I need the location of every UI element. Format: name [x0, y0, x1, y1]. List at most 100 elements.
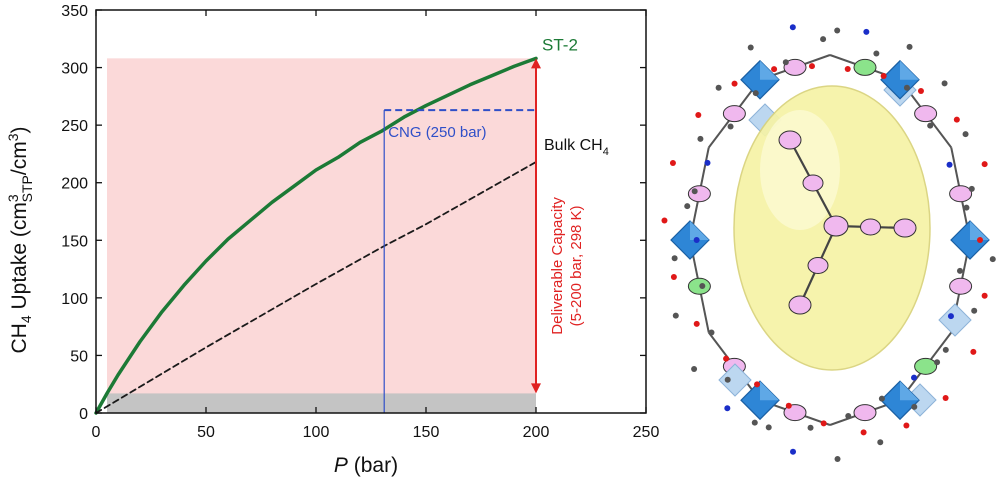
linker-ring	[783, 58, 807, 76]
atom	[981, 292, 988, 299]
atom	[724, 376, 731, 383]
atom	[927, 122, 934, 129]
capacity-label-line2: (5-200 bar, 298 K)	[568, 205, 585, 326]
x-tick-label: 250	[633, 424, 660, 441]
mof-structure-illustration	[661, 24, 996, 462]
linker-ring	[860, 218, 881, 236]
atom	[834, 27, 841, 34]
series-label-st2: ST-2	[542, 35, 578, 54]
atom	[873, 50, 880, 57]
series-label-bulk-main: Bulk CH	[544, 137, 603, 154]
atom	[911, 374, 918, 381]
cluster-facet	[970, 221, 989, 240]
y-title-sup-c: 3	[5, 133, 21, 141]
capacity-label-line1: Deliverable Capacity	[549, 197, 566, 335]
cluster-polyhedron-back	[718, 363, 752, 397]
x-tick-label: 200	[523, 424, 550, 441]
linker-ring	[687, 185, 711, 203]
atom	[691, 366, 698, 373]
atom	[844, 65, 851, 72]
x-axis-title: P (bar)	[334, 454, 398, 477]
atom	[708, 329, 715, 336]
atom	[672, 312, 679, 319]
x-tick-label: 100	[303, 424, 330, 441]
atom	[789, 24, 796, 31]
atom	[670, 274, 677, 281]
linker-ring	[853, 404, 877, 422]
x-tick-label: 150	[413, 424, 440, 441]
y-title-sup-b: 3	[5, 194, 21, 202]
atom	[765, 424, 772, 431]
atom	[968, 185, 975, 192]
atom	[860, 429, 867, 436]
atom	[947, 313, 954, 320]
y-tick-label: 350	[61, 3, 88, 20]
atom	[771, 66, 778, 73]
atom	[697, 135, 704, 142]
atom	[946, 161, 953, 168]
deliverable-region	[107, 58, 536, 414]
atom	[977, 237, 983, 243]
cluster-facet	[760, 381, 779, 401]
series-label-bulk-sub: 4	[603, 146, 609, 158]
atom	[903, 422, 910, 429]
y-tick-label: 300	[61, 61, 88, 78]
cluster-facet	[900, 381, 919, 401]
atom	[906, 43, 913, 50]
y-title-part-c: /cm	[8, 141, 31, 175]
x-title-italic: P	[334, 454, 348, 477]
cluster-facet	[690, 221, 709, 240]
cluster-facet	[900, 60, 919, 80]
atom	[834, 455, 841, 462]
atom	[962, 131, 969, 138]
cng-label: CNG (250 bar)	[388, 124, 486, 141]
y-tick-label: 0	[79, 406, 88, 423]
y-title-part-d: )	[8, 127, 31, 134]
atom	[941, 80, 948, 87]
atom	[785, 402, 792, 409]
capacity-arrowhead-bottom	[531, 383, 541, 394]
atom	[691, 188, 698, 195]
atom	[989, 256, 996, 263]
x-title-unit: (bar)	[354, 454, 398, 477]
atom	[724, 405, 731, 412]
atom	[956, 267, 963, 274]
chart: 0 50 100 150 200 250 0 50 100 150 200 250 300 350 ST-…	[5, 3, 659, 477]
y-title-part-b: Uptake (cm	[8, 202, 31, 315]
linker-ring	[778, 130, 802, 150]
x-tick-label: 50	[197, 424, 215, 441]
series-label-bulk: Bulk CH4	[544, 137, 609, 158]
capacity-label: Deliverable Capacity (5-200 bar, 298 K)	[549, 197, 585, 335]
atom	[747, 44, 754, 51]
linker-ring	[802, 174, 824, 192]
atom	[754, 381, 761, 388]
atom	[820, 36, 827, 43]
atom	[877, 439, 884, 446]
plot-frame	[95, 9, 647, 414]
y-title-sub-b: STP	[19, 175, 35, 202]
atom	[942, 395, 949, 402]
atom	[981, 161, 988, 168]
atom	[693, 320, 700, 327]
y-title-part-a: CH	[8, 323, 31, 353]
x-tick-label: 0	[92, 424, 101, 441]
linker-ring	[914, 105, 938, 123]
atom	[953, 116, 960, 123]
atom	[808, 63, 815, 70]
linker-ring	[914, 357, 938, 375]
atom	[782, 59, 789, 66]
atom	[723, 355, 730, 362]
atom	[903, 84, 910, 91]
atom	[790, 448, 797, 455]
atom	[863, 28, 870, 35]
atom	[963, 204, 970, 211]
atom	[971, 307, 978, 314]
capacity-arrowhead-top	[531, 58, 541, 69]
atom	[942, 346, 949, 353]
atom	[911, 403, 918, 410]
atom	[917, 87, 924, 94]
central-hub-ring	[823, 215, 849, 237]
series-line-bulk	[95, 161, 537, 414]
atom	[731, 80, 738, 87]
